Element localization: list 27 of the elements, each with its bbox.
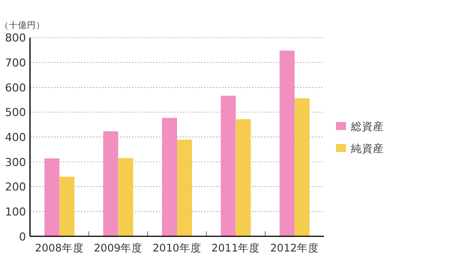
bar [294,98,310,236]
bar [220,96,236,236]
y-axis-title: （十億円） [0,20,45,31]
bar [177,140,192,236]
y-tick-label: 500 [5,106,26,120]
y-tick-label: 400 [5,131,26,144]
x-tick-label: 2010年度 [152,241,202,254]
bar [59,176,74,236]
bar [118,158,134,236]
x-tick-label: 2012年度 [270,241,319,254]
bar [162,118,177,236]
legend-label: 純資産 [351,142,384,155]
x-tick-label: 2011年度 [211,241,260,254]
legend-label: 総資産 [350,120,384,133]
x-tick-label: 2008年度 [35,241,84,254]
y-tick-label: 200 [5,180,26,194]
bar [236,119,251,236]
bar [103,131,118,236]
y-tick-label: 0 [19,230,26,244]
x-tick-label: 2009年度 [94,241,143,254]
y-tick-label: 800 [5,32,26,45]
y-tick-label: 300 [5,156,26,169]
y-tick-label: 700 [5,56,26,70]
y-tick-label: 600 [5,81,26,94]
bar [280,50,295,236]
y-tick-label: 100 [5,205,26,218]
bar [44,158,60,236]
